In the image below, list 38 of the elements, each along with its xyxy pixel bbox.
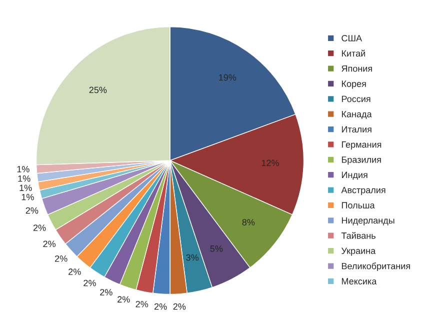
data-label: 2% — [84, 280, 96, 286]
data-label: 2% — [33, 224, 46, 231]
data-label: 2% — [154, 303, 167, 310]
data-label: 2% — [43, 240, 56, 248]
data-label: 3% — [186, 254, 199, 261]
legend-label: Канада — [342, 111, 372, 120]
legend-label: США — [342, 35, 362, 42]
data-label: 2% — [136, 300, 148, 308]
legend-label: Австралия — [341, 186, 386, 196]
legend-label: Бразилия — [342, 156, 381, 165]
legend-label: Индия — [342, 172, 368, 180]
data-label: 12% — [262, 160, 279, 166]
data-label: 19% — [219, 74, 236, 81]
legend-label: Япония — [342, 65, 372, 72]
legend-label: Нидерланды — [342, 217, 394, 226]
data-label: 2% — [173, 303, 186, 310]
data-label: 5% — [210, 246, 223, 252]
data-label: 2% — [100, 289, 112, 296]
data-label: 25% — [89, 86, 107, 94]
legend-label: Корея — [342, 80, 366, 89]
data-label: 2% — [55, 255, 68, 262]
legend-label: Тайвань — [341, 232, 376, 239]
data-label: 2% — [68, 268, 81, 275]
data-label: 2% — [118, 296, 130, 303]
data-label: 1% — [22, 194, 34, 200]
data-label: 1% — [18, 175, 30, 182]
legend-label: Украина — [341, 248, 376, 256]
data-label: 1% — [20, 184, 32, 192]
legend-label: Великобритания — [342, 262, 410, 272]
legend-label: Россия — [342, 96, 370, 102]
data-label: 8% — [242, 219, 255, 226]
legend-label: Польша — [342, 202, 375, 208]
data-label: 1% — [17, 166, 30, 172]
legend-label: Мексика — [342, 278, 377, 284]
legend-label: Китай — [342, 50, 366, 57]
legend-label: Германия — [342, 141, 382, 150]
legend-label: Италия — [342, 126, 372, 133]
data-label: 2% — [26, 207, 38, 214]
